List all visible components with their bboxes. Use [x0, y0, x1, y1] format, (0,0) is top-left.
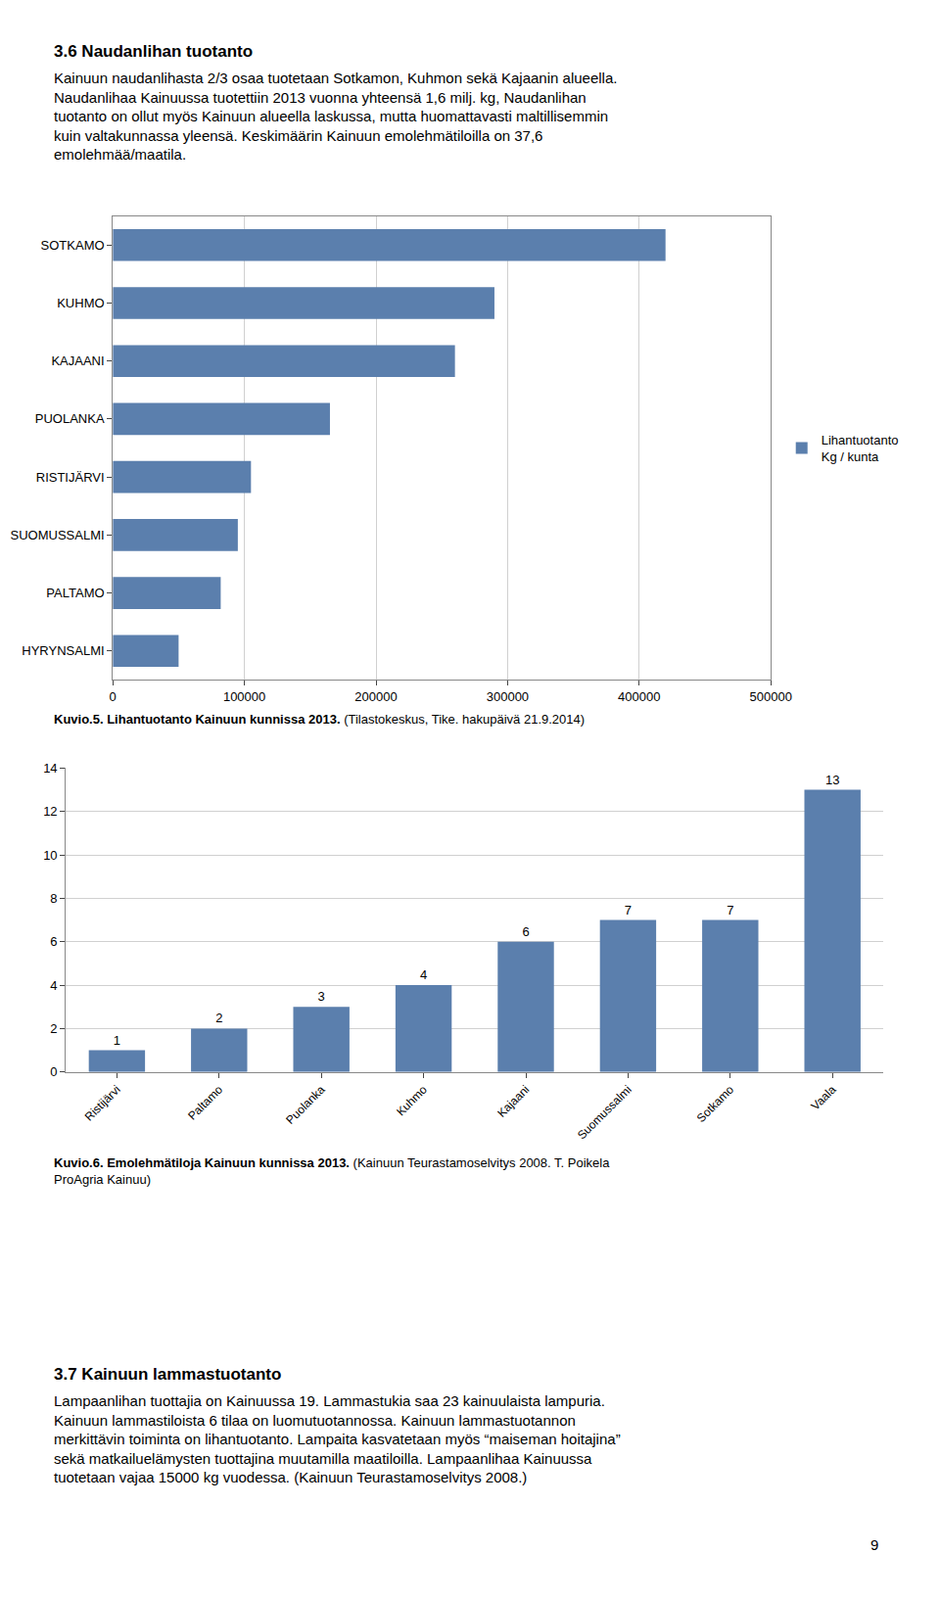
svg-text:100000: 100000	[223, 689, 266, 705]
svg-text:6: 6	[521, 924, 529, 940]
svg-text:10: 10	[43, 847, 57, 863]
svg-text:300000: 300000	[486, 689, 529, 705]
svg-text:KAJAANI: KAJAANI	[50, 353, 104, 369]
svg-text:8: 8	[49, 891, 57, 906]
svg-text:200000: 200000	[354, 689, 397, 705]
svg-text:Lampaanlihan tuottajia on Kain: Lampaanlihan tuottajia on Kainuussa 19. …	[53, 1392, 621, 1486]
svg-text:Kuhmo: Kuhmo	[393, 1081, 430, 1119]
svg-text:3.6 Naudanlihan tuotanto: 3.6 Naudanlihan tuotanto	[53, 42, 253, 61]
svg-text:LihantuotantoKg / kunta: LihantuotantoKg / kunta	[821, 432, 899, 465]
svg-text:9: 9	[870, 1536, 879, 1553]
svg-text:7: 7	[624, 902, 632, 918]
svg-text:Paltamo: Paltamo	[185, 1081, 226, 1123]
svg-text:14: 14	[43, 760, 57, 776]
svg-text:SUOMUSSALMI: SUOMUSSALMI	[10, 527, 105, 543]
svg-text:KUHMO: KUHMO	[56, 295, 104, 311]
svg-text:0: 0	[109, 689, 117, 705]
svg-text:Kajaani: Kajaani	[494, 1082, 532, 1121]
svg-text:500000: 500000	[750, 689, 793, 705]
svg-text:Vaala: Vaala	[808, 1081, 840, 1113]
svg-text:Kainuun naudanlihasta 2/3 osaa: Kainuun naudanlihasta 2/3 osaa tuotetaan…	[53, 69, 617, 163]
svg-text:Ristijärvi: Ristijärvi	[82, 1082, 124, 1125]
svg-text:13: 13	[825, 772, 840, 788]
svg-text:RISTIJÄRVI: RISTIJÄRVI	[36, 470, 105, 485]
svg-text:Kuvio.5. Lihantuotanto Kainuun: Kuvio.5. Lihantuotanto Kainuun kunnissa …	[53, 711, 585, 727]
svg-text:PUOLANKA: PUOLANKA	[35, 411, 105, 426]
svg-text:2: 2	[215, 1010, 223, 1026]
svg-text:2: 2	[49, 1021, 57, 1036]
svg-text:400000: 400000	[617, 689, 660, 705]
svg-text:12: 12	[43, 803, 57, 819]
svg-text:PALTAMO: PALTAMO	[46, 585, 104, 601]
svg-text:Sotkamo: Sotkamo	[694, 1081, 738, 1126]
svg-text:HYRYNSALMI: HYRYNSALMI	[21, 643, 104, 658]
svg-text:6: 6	[49, 934, 57, 949]
svg-text:Suomussalmi: Suomussalmi	[574, 1082, 635, 1143]
svg-text:3: 3	[318, 988, 326, 1004]
svg-text:4: 4	[49, 978, 57, 993]
svg-text:Kuvio.6. Emolehmätiloja Kainuu: Kuvio.6. Emolehmätiloja Kainuun kunnissa…	[53, 1155, 611, 1187]
svg-text:7: 7	[726, 902, 734, 918]
svg-text:0: 0	[49, 1064, 57, 1080]
svg-text:4: 4	[420, 967, 427, 983]
svg-text:1: 1	[113, 1033, 121, 1048]
svg-text:Puolanka: Puolanka	[282, 1081, 329, 1128]
svg-text:SOTKAMO: SOTKAMO	[41, 237, 105, 253]
svg-text:3.7 Kainuun lammastuotanto: 3.7 Kainuun lammastuotanto	[53, 1364, 282, 1384]
